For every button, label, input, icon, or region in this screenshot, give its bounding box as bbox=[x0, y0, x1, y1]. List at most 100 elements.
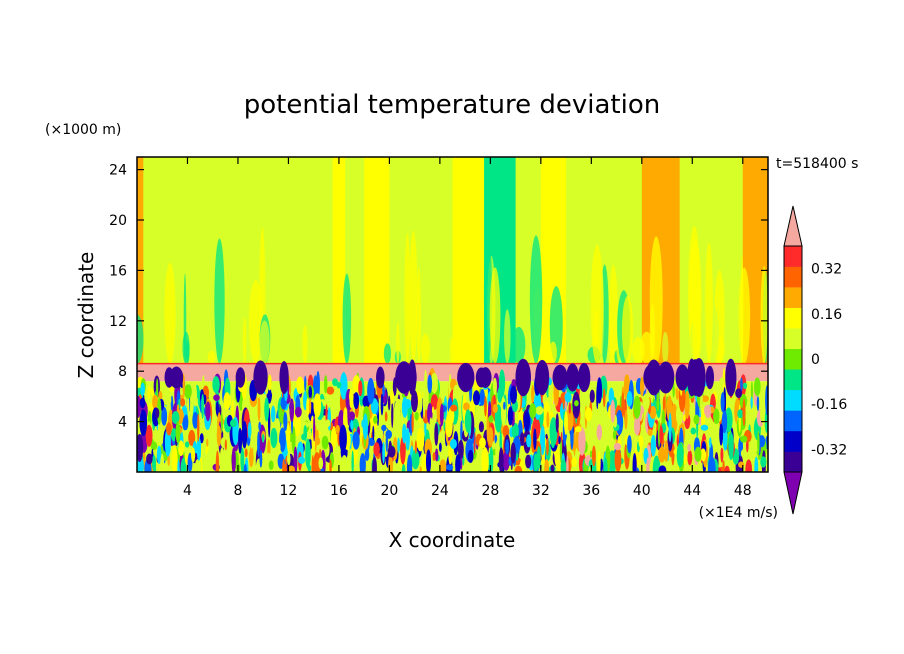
boundary-eddy bbox=[488, 415, 494, 423]
field-plume bbox=[549, 341, 557, 364]
boundary-eddy bbox=[286, 422, 291, 452]
colorbar-label: 0.16 bbox=[811, 307, 842, 323]
y-unit-label: (×1000 m) bbox=[45, 122, 121, 138]
cold-plume bbox=[235, 367, 246, 388]
boundary-eddy bbox=[293, 446, 298, 472]
field-plume bbox=[692, 306, 702, 364]
field-plume bbox=[639, 331, 654, 364]
boundary-eddy bbox=[546, 411, 550, 428]
boundary-eddy bbox=[201, 393, 205, 419]
boundary-eddy bbox=[478, 421, 484, 433]
boundary-eddy bbox=[311, 415, 314, 425]
boundary-eddy bbox=[372, 456, 377, 472]
colorbar-max-arrow bbox=[783, 205, 803, 247]
boundary-eddy bbox=[202, 446, 207, 472]
boundary-eddy bbox=[389, 389, 395, 404]
field-plume bbox=[489, 267, 501, 364]
boundary-eddy bbox=[584, 407, 593, 421]
boundary-eddy bbox=[554, 444, 560, 468]
boundary-eddy bbox=[364, 448, 370, 461]
boundary-eddy bbox=[726, 396, 730, 408]
cold-plume bbox=[164, 367, 174, 388]
boundary-eddy bbox=[634, 416, 641, 436]
boundary-eddy bbox=[406, 454, 413, 472]
boundary-eddy bbox=[566, 408, 574, 431]
boundary-eddy bbox=[479, 437, 486, 449]
boundary-eddy bbox=[463, 402, 470, 411]
field-plume bbox=[404, 232, 411, 364]
boundary-eddy bbox=[381, 424, 387, 432]
boundary-eddy bbox=[658, 447, 666, 463]
boundary-eddy bbox=[400, 436, 406, 465]
boundary-eddy bbox=[509, 385, 518, 404]
y-tick-label: 12 bbox=[109, 314, 127, 330]
boundary-eddy bbox=[589, 389, 595, 403]
boundary-eddy bbox=[139, 409, 148, 437]
colorbar-segment bbox=[784, 287, 802, 308]
time-label: t=518400 s bbox=[776, 156, 858, 172]
boundary-eddy bbox=[467, 449, 474, 463]
field-plume bbox=[512, 326, 526, 364]
boundary-eddy bbox=[492, 403, 498, 414]
colorbar: 0.32 0.16 0 -0.16 -0.32 bbox=[783, 205, 847, 515]
colorbar-segment bbox=[784, 369, 802, 391]
boundary-eddy bbox=[687, 450, 693, 466]
boundary-eddy bbox=[278, 442, 281, 454]
boundary-eddy bbox=[316, 370, 320, 399]
cold-plume bbox=[279, 360, 289, 395]
x-tick-label: 20 bbox=[380, 483, 398, 499]
boundary-eddy bbox=[434, 448, 439, 462]
boundary-eddy bbox=[758, 435, 766, 448]
boundary-eddy bbox=[742, 398, 746, 427]
boundary-eddy bbox=[523, 411, 531, 432]
cold-plume bbox=[552, 364, 568, 391]
boundary-eddy bbox=[724, 465, 730, 472]
boundary-eddy bbox=[266, 452, 271, 462]
boundary-eddy bbox=[531, 384, 535, 405]
x-tick-label: 28 bbox=[481, 483, 499, 499]
field-plume bbox=[726, 261, 734, 364]
boundary-eddy bbox=[638, 435, 644, 449]
boundary-eddy bbox=[270, 405, 276, 423]
colorbar-frame bbox=[783, 245, 803, 473]
boundary-eddy bbox=[313, 414, 316, 442]
boundary-eddy bbox=[349, 388, 354, 409]
boundary-eddy bbox=[294, 406, 302, 418]
cold-plume bbox=[705, 365, 715, 390]
boundary-eddy bbox=[434, 422, 439, 446]
inversion-layer bbox=[137, 363, 768, 382]
boundary-eddy bbox=[353, 392, 360, 410]
boundary-eddy bbox=[754, 456, 759, 472]
boundary-eddy bbox=[481, 446, 489, 472]
boundary-eddy bbox=[722, 460, 725, 472]
boundary-eddy bbox=[613, 442, 622, 451]
boundary-eddy bbox=[188, 429, 196, 446]
boundary-eddy bbox=[212, 376, 220, 394]
boundary-eddy bbox=[259, 449, 263, 468]
boundary-eddy bbox=[411, 449, 420, 470]
boundary-eddy bbox=[206, 438, 209, 447]
x-tick-label: 40 bbox=[633, 483, 651, 499]
boundary-eddy bbox=[145, 424, 153, 447]
field-plume bbox=[207, 350, 216, 364]
boundary-eddy bbox=[614, 447, 622, 472]
boundary-eddy bbox=[273, 381, 281, 393]
boundary-eddy bbox=[156, 445, 162, 465]
boundary-eddy bbox=[422, 390, 426, 419]
field-plume bbox=[649, 236, 663, 364]
boundary-eddy bbox=[533, 428, 537, 450]
colorbar-segment bbox=[784, 266, 802, 288]
boundary-eddy bbox=[197, 413, 200, 442]
boundary-eddy bbox=[351, 450, 354, 472]
boundary-eddy bbox=[244, 448, 248, 458]
boundary-eddy bbox=[332, 378, 338, 387]
boundary-eddy bbox=[152, 394, 159, 410]
boundary-eddy bbox=[450, 404, 458, 412]
field-plume bbox=[590, 244, 604, 364]
boundary-eddy bbox=[430, 372, 438, 394]
cold-plume bbox=[687, 358, 697, 397]
boundary-eddy bbox=[156, 378, 159, 399]
colorbar-segment bbox=[784, 348, 802, 370]
x-axis-label: X coordinate bbox=[389, 528, 516, 552]
boundary-eddy bbox=[657, 420, 661, 448]
